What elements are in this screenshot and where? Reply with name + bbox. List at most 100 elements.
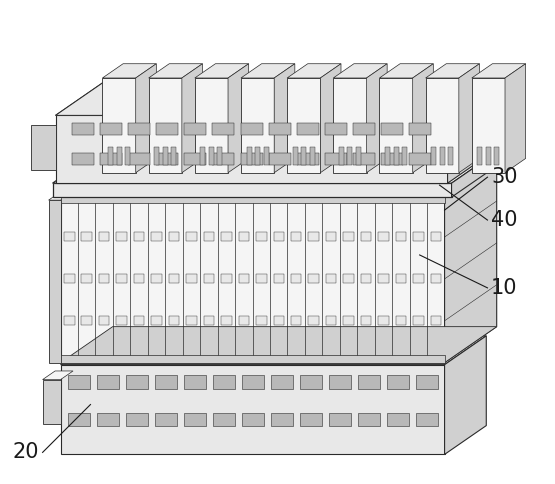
Bar	[204, 316, 214, 325]
Polygon shape	[228, 64, 249, 173]
Bar	[239, 316, 249, 325]
Bar	[361, 232, 371, 241]
Bar	[410, 153, 431, 165]
Bar	[125, 147, 130, 165]
Polygon shape	[426, 64, 480, 78]
Bar	[264, 147, 269, 165]
Bar	[68, 375, 89, 389]
Bar	[184, 153, 206, 165]
Bar	[297, 153, 319, 165]
Bar	[301, 147, 306, 165]
Bar	[387, 375, 408, 389]
Bar	[361, 316, 371, 325]
Bar	[381, 153, 403, 165]
Bar	[344, 232, 354, 241]
Bar	[325, 153, 347, 165]
Bar	[396, 232, 406, 241]
Bar	[325, 123, 347, 136]
Bar	[60, 195, 445, 203]
Bar	[271, 375, 292, 389]
Bar	[125, 412, 148, 426]
Polygon shape	[31, 125, 56, 170]
Bar	[269, 123, 291, 136]
Bar	[416, 412, 437, 426]
Bar	[353, 153, 375, 165]
Polygon shape	[445, 336, 486, 454]
Bar	[239, 274, 249, 283]
Bar	[379, 316, 388, 325]
Bar	[82, 316, 92, 325]
Bar	[241, 375, 264, 389]
Bar	[495, 147, 500, 165]
Bar	[310, 147, 315, 165]
Bar	[239, 232, 249, 241]
Polygon shape	[60, 195, 445, 363]
Bar	[72, 123, 94, 136]
Polygon shape	[149, 78, 182, 173]
Bar	[291, 316, 301, 325]
Bar	[155, 412, 176, 426]
Text: 10: 10	[491, 278, 518, 298]
Bar	[152, 232, 162, 241]
Polygon shape	[182, 64, 203, 173]
Bar	[108, 147, 113, 165]
Polygon shape	[60, 364, 445, 454]
Bar	[274, 232, 284, 241]
Polygon shape	[49, 159, 113, 200]
Bar	[117, 274, 127, 283]
Polygon shape	[60, 336, 486, 364]
Text: 20: 20	[12, 442, 39, 462]
Polygon shape	[287, 78, 320, 173]
Bar	[99, 316, 109, 325]
Bar	[184, 412, 205, 426]
Bar	[274, 274, 284, 283]
Bar	[353, 123, 375, 136]
Bar	[134, 316, 144, 325]
Bar	[169, 232, 179, 241]
Bar	[169, 316, 179, 325]
Polygon shape	[445, 159, 497, 363]
Bar	[100, 153, 122, 165]
Bar	[117, 232, 127, 241]
Polygon shape	[380, 64, 433, 78]
Polygon shape	[447, 83, 495, 183]
Bar	[339, 147, 344, 165]
Bar	[184, 375, 205, 389]
Bar	[213, 412, 235, 426]
Bar	[271, 412, 292, 426]
Text: 30: 30	[491, 167, 518, 187]
Polygon shape	[366, 64, 387, 173]
Polygon shape	[320, 64, 341, 173]
Bar	[64, 232, 74, 241]
Bar	[213, 123, 234, 136]
Polygon shape	[56, 83, 495, 115]
Bar	[344, 274, 354, 283]
Bar	[297, 123, 319, 136]
Bar	[396, 316, 406, 325]
Bar	[213, 153, 234, 165]
Polygon shape	[334, 64, 387, 78]
Bar	[68, 412, 89, 426]
Bar	[156, 153, 178, 165]
Polygon shape	[43, 371, 73, 379]
Bar	[204, 232, 214, 241]
Polygon shape	[334, 78, 366, 173]
Bar	[356, 147, 361, 165]
Bar	[274, 316, 284, 325]
Bar	[156, 123, 178, 136]
Bar	[309, 316, 319, 325]
Bar	[410, 123, 431, 136]
Bar	[329, 375, 351, 389]
Bar	[379, 232, 388, 241]
Bar	[393, 147, 398, 165]
Bar	[326, 316, 336, 325]
Bar	[413, 274, 423, 283]
Polygon shape	[274, 64, 295, 173]
Bar	[256, 232, 266, 241]
Bar	[72, 153, 94, 165]
Bar	[117, 316, 127, 325]
Polygon shape	[103, 78, 136, 173]
Polygon shape	[452, 144, 509, 197]
Bar	[221, 316, 231, 325]
Bar	[396, 274, 406, 283]
